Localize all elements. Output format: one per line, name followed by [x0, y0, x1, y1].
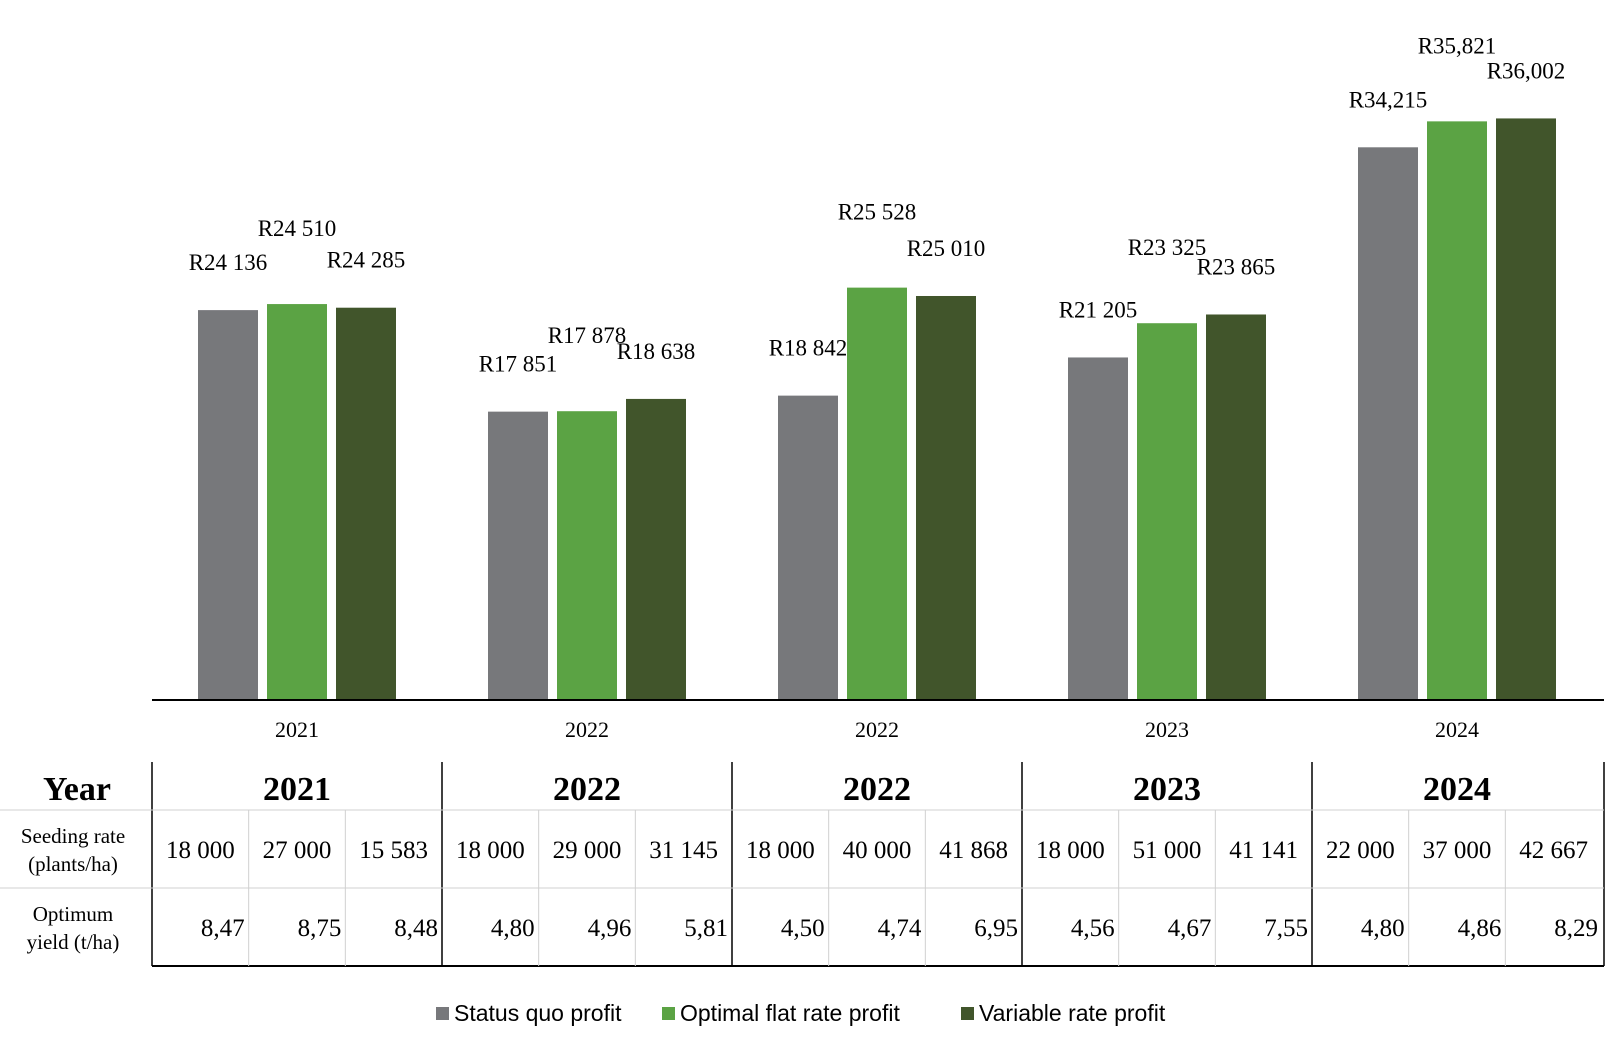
- table-row-label-2: yield (t/ha): [27, 930, 120, 954]
- table-cell: 29 000: [553, 837, 622, 864]
- data-label-5-series-3: R36,002: [1487, 58, 1566, 83]
- x-tick-label: 2022: [855, 717, 899, 742]
- table-cell: 40 000: [843, 837, 912, 864]
- legend-label-3: Variable rate profit: [979, 1000, 1166, 1026]
- table-cell: 4,80: [1361, 915, 1405, 942]
- legend-swatch-2: [662, 1007, 675, 1020]
- table-cell: 41 141: [1229, 837, 1298, 864]
- bar-4-series-3: [1206, 314, 1266, 700]
- legend-swatch-3: [961, 1007, 974, 1020]
- data-label-1-series-2: R24 510: [258, 216, 337, 241]
- x-tick-label: 2021: [275, 717, 319, 742]
- table-cell: 4,67: [1168, 915, 1212, 942]
- table-cell: 4,86: [1458, 915, 1502, 942]
- table-year-1: 2021: [263, 771, 331, 808]
- x-tick-label: 2024: [1435, 717, 1479, 742]
- table-cell: 18 000: [166, 837, 235, 864]
- table-cell: 8,75: [298, 915, 342, 942]
- bar-3-series-1: [778, 395, 838, 700]
- bar-4-series-1: [1068, 357, 1128, 700]
- legend-label-2: Optimal flat rate profit: [680, 1000, 900, 1026]
- data-label-2-series-1: R17 851: [479, 352, 558, 377]
- data-label-4-series-3: R23 865: [1197, 254, 1276, 279]
- table-cell: 18 000: [456, 837, 525, 864]
- bar-5-series-3: [1496, 118, 1556, 701]
- bar-3-series-2: [847, 287, 907, 700]
- bar-3-series-3: [916, 295, 976, 700]
- data-label-1-series-3: R24 285: [327, 248, 406, 273]
- table-row-label-2: Optimum: [33, 902, 114, 926]
- table-cell: 22 000: [1326, 837, 1395, 864]
- bar-5-series-2: [1427, 121, 1487, 700]
- table-year-4: 2023: [1133, 771, 1201, 808]
- data-label-5-series-1: R34,215: [1349, 87, 1428, 112]
- table-row-label-1: Seeding rate: [21, 824, 125, 848]
- table-cell: 4,80: [491, 915, 535, 942]
- data-label-4-series-2: R23 325: [1128, 235, 1207, 260]
- table-cell: 4,56: [1071, 915, 1115, 942]
- table-cell: 31 145: [649, 837, 718, 864]
- table-cell: 27 000: [263, 837, 332, 864]
- table-header-label: Year: [43, 771, 111, 808]
- bar-1-series-3: [336, 307, 396, 700]
- table-year-5: 2024: [1423, 771, 1491, 808]
- table-cell: 6,95: [974, 915, 1018, 942]
- table-cell: 4,96: [588, 915, 632, 942]
- data-label-2-series-3: R18 638: [617, 339, 696, 364]
- data-label-3-series-3: R25 010: [907, 236, 986, 261]
- bar-4-series-2: [1137, 323, 1197, 700]
- bar-2-series-3: [626, 398, 686, 700]
- bar-1-series-2: [267, 304, 327, 700]
- table-cell: 42 667: [1519, 837, 1588, 864]
- legend-swatch-1: [436, 1007, 449, 1020]
- data-label-4-series-1: R21 205: [1059, 297, 1138, 322]
- table-row-label-1: (plants/ha): [28, 852, 118, 876]
- data-label-3-series-1: R18 842: [769, 336, 848, 361]
- table-cell: 4,50: [781, 915, 825, 942]
- legend-label-1: Status quo profit: [454, 1000, 622, 1026]
- table-cell: 4,74: [878, 915, 922, 942]
- table-cell: 41 868: [939, 837, 1008, 864]
- data-label-5-series-2: R35,821: [1418, 33, 1497, 58]
- x-tick-label: 2022: [565, 717, 609, 742]
- table-cell: 18 000: [746, 837, 815, 864]
- data-label-3-series-2: R25 528: [838, 200, 917, 225]
- x-tick-label: 2023: [1145, 717, 1189, 742]
- table-cell: 8,47: [201, 915, 245, 942]
- table-cell: 37 000: [1423, 837, 1492, 864]
- table-cell: 15 583: [359, 837, 428, 864]
- data-label-1-series-1: R24 136: [189, 250, 268, 275]
- table-cell: 7,55: [1264, 915, 1308, 942]
- bar-2-series-2: [557, 411, 617, 700]
- table-cell: 8,48: [394, 915, 438, 942]
- table-cell: 8,29: [1554, 915, 1598, 942]
- bar-5-series-1: [1358, 147, 1418, 701]
- bar-1-series-1: [198, 310, 258, 700]
- table-year-2: 2022: [553, 771, 621, 808]
- table-cell: 18 000: [1036, 837, 1105, 864]
- data-label-2-series-2: R17 878: [548, 323, 627, 348]
- bar-2-series-1: [488, 411, 548, 700]
- table-cell: 51 000: [1133, 837, 1202, 864]
- table-cell: 5,81: [684, 915, 728, 942]
- table-year-3: 2022: [843, 771, 911, 808]
